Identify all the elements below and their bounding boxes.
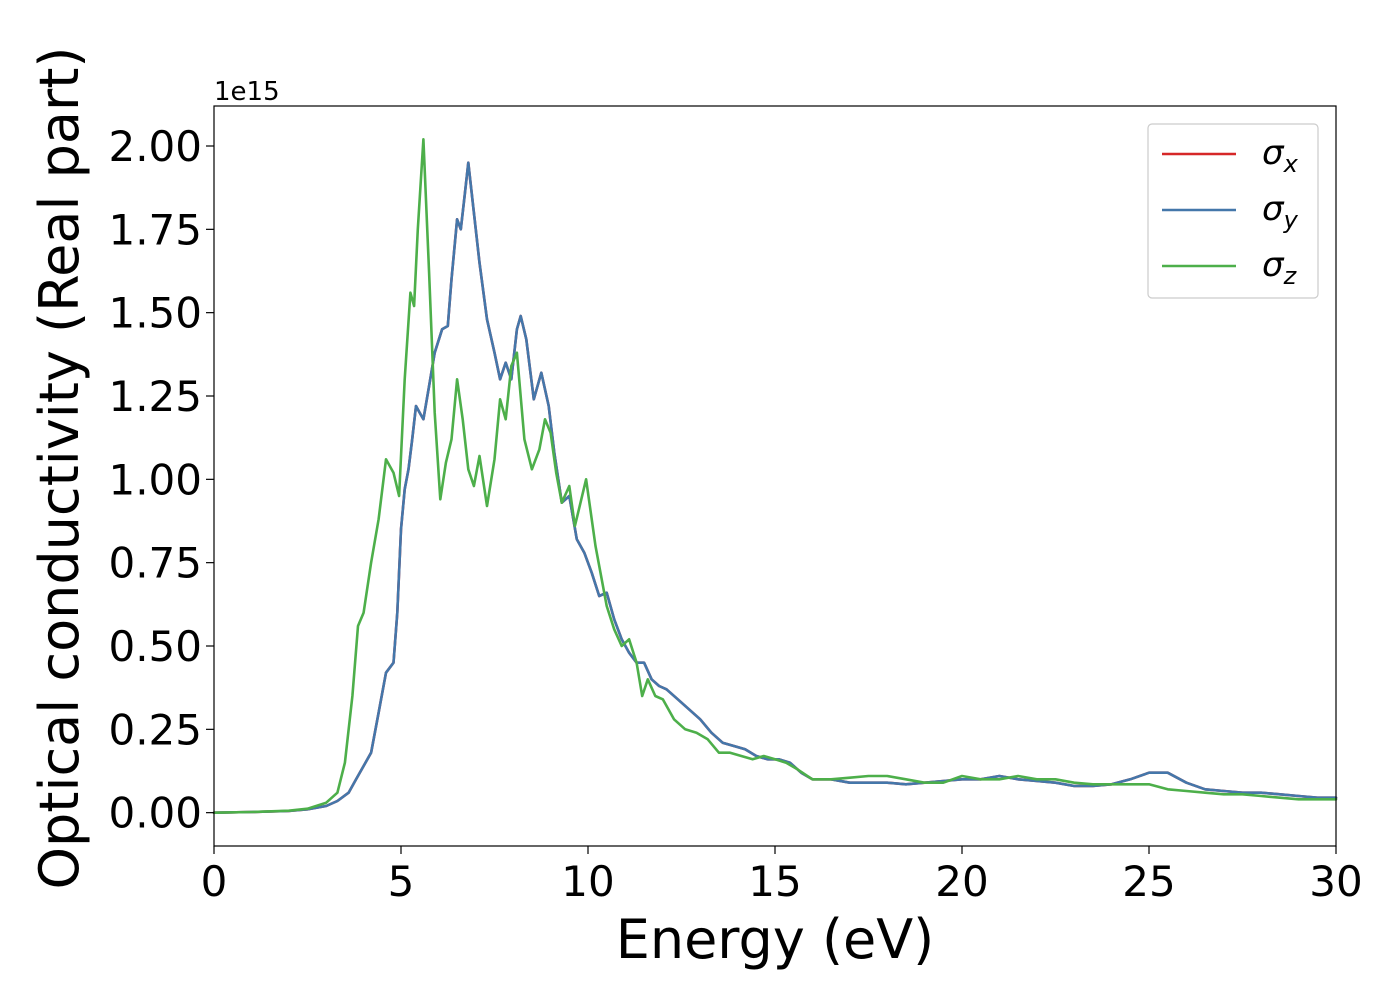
series-layer	[212, 138, 1338, 814]
x-tick-label: 20	[935, 857, 988, 906]
series-line-z	[212, 138, 1338, 814]
series-line-y	[212, 161, 1338, 814]
x-tick-label: 25	[1122, 857, 1175, 906]
legend-label-y: σy	[1262, 189, 1299, 234]
x-tick-label: 0	[201, 857, 228, 906]
legend-label-x: σx	[1262, 133, 1299, 178]
y-tick-label: 1.75	[108, 205, 202, 254]
y-tick-label: 0.75	[108, 539, 202, 588]
y-tick-label: 2.00	[108, 122, 202, 171]
y-tick-label: 0.00	[108, 789, 202, 838]
x-tick-label: 5	[388, 857, 415, 906]
x-tick-label: 30	[1309, 857, 1362, 906]
y-tick-label: 1.50	[108, 289, 202, 338]
x-axis-ticks: 0 5 10 15 20 25 30	[201, 846, 1363, 906]
y-axis-ticks: 0.00 0.25 0.50 0.75 1.00 1.25 1.50 1.75 2.00	[108, 122, 214, 838]
legend: σx σy σz	[1147, 123, 1319, 299]
y-tick-label: 0.50	[108, 622, 202, 671]
x-tick-label: 10	[561, 857, 614, 906]
y-axis-offset-label: 1e15	[214, 77, 280, 107]
x-tick-label: 15	[748, 857, 801, 906]
y-tick-label: 1.00	[108, 455, 202, 504]
legend-label-z: σz	[1262, 245, 1298, 290]
y-axis-label: Optical conductivity (Real part)	[28, 47, 91, 890]
x-axis-label: Energy (eV)	[616, 908, 935, 971]
y-tick-label: 1.25	[108, 372, 202, 421]
y-tick-label: 0.25	[108, 705, 202, 754]
